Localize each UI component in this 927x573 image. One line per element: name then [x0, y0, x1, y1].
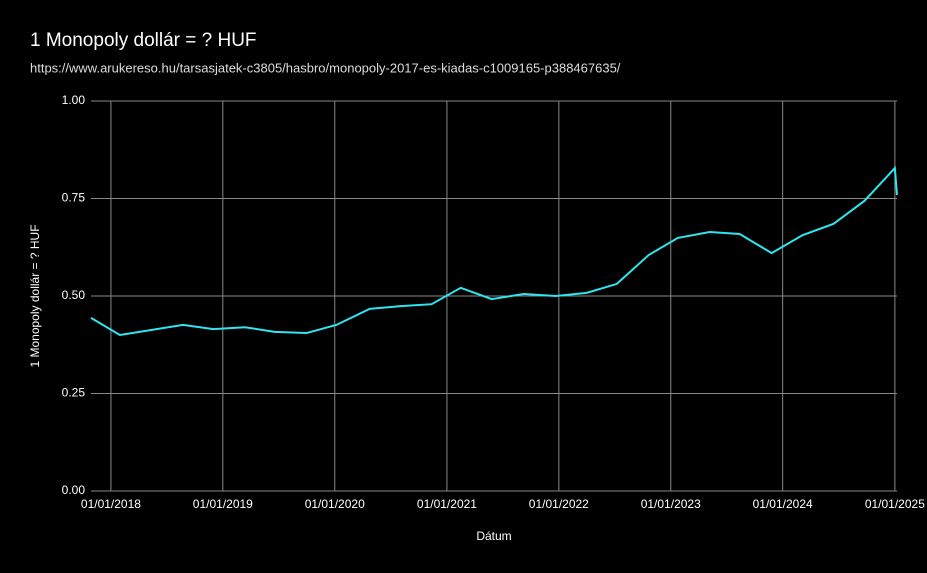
x-tick-label: 01/01/2024 — [753, 497, 813, 511]
x-tick-label: 01/01/2019 — [193, 497, 253, 511]
y-axis-label: 1 Monopoly dollár = ? HUF — [28, 224, 42, 367]
x-tick-label: 01/01/2020 — [305, 497, 365, 511]
x-tick-label: 01/01/2025 — [865, 497, 925, 511]
chart-title: 1 Monopoly dollár = ? HUF — [30, 30, 257, 51]
y-tick-label: 0.75 — [62, 191, 86, 205]
chart-subtitle: https://www.arukereso.hu/tarsasjatek-c38… — [30, 60, 621, 75]
x-tick-label: 01/01/2023 — [641, 497, 701, 511]
x-axis-label: Dátum — [476, 529, 511, 543]
y-tick-label: 0.00 — [62, 483, 86, 497]
x-tick-label: 01/01/2018 — [81, 497, 141, 511]
y-tick-label: 0.25 — [62, 386, 86, 400]
x-tick-label: 01/01/2021 — [417, 497, 477, 511]
x-tick-label: 01/01/2022 — [529, 497, 589, 511]
y-tick-label: 1.00 — [62, 93, 86, 107]
line — [90, 165, 898, 337]
y-tick-label: 0.50 — [62, 288, 86, 302]
